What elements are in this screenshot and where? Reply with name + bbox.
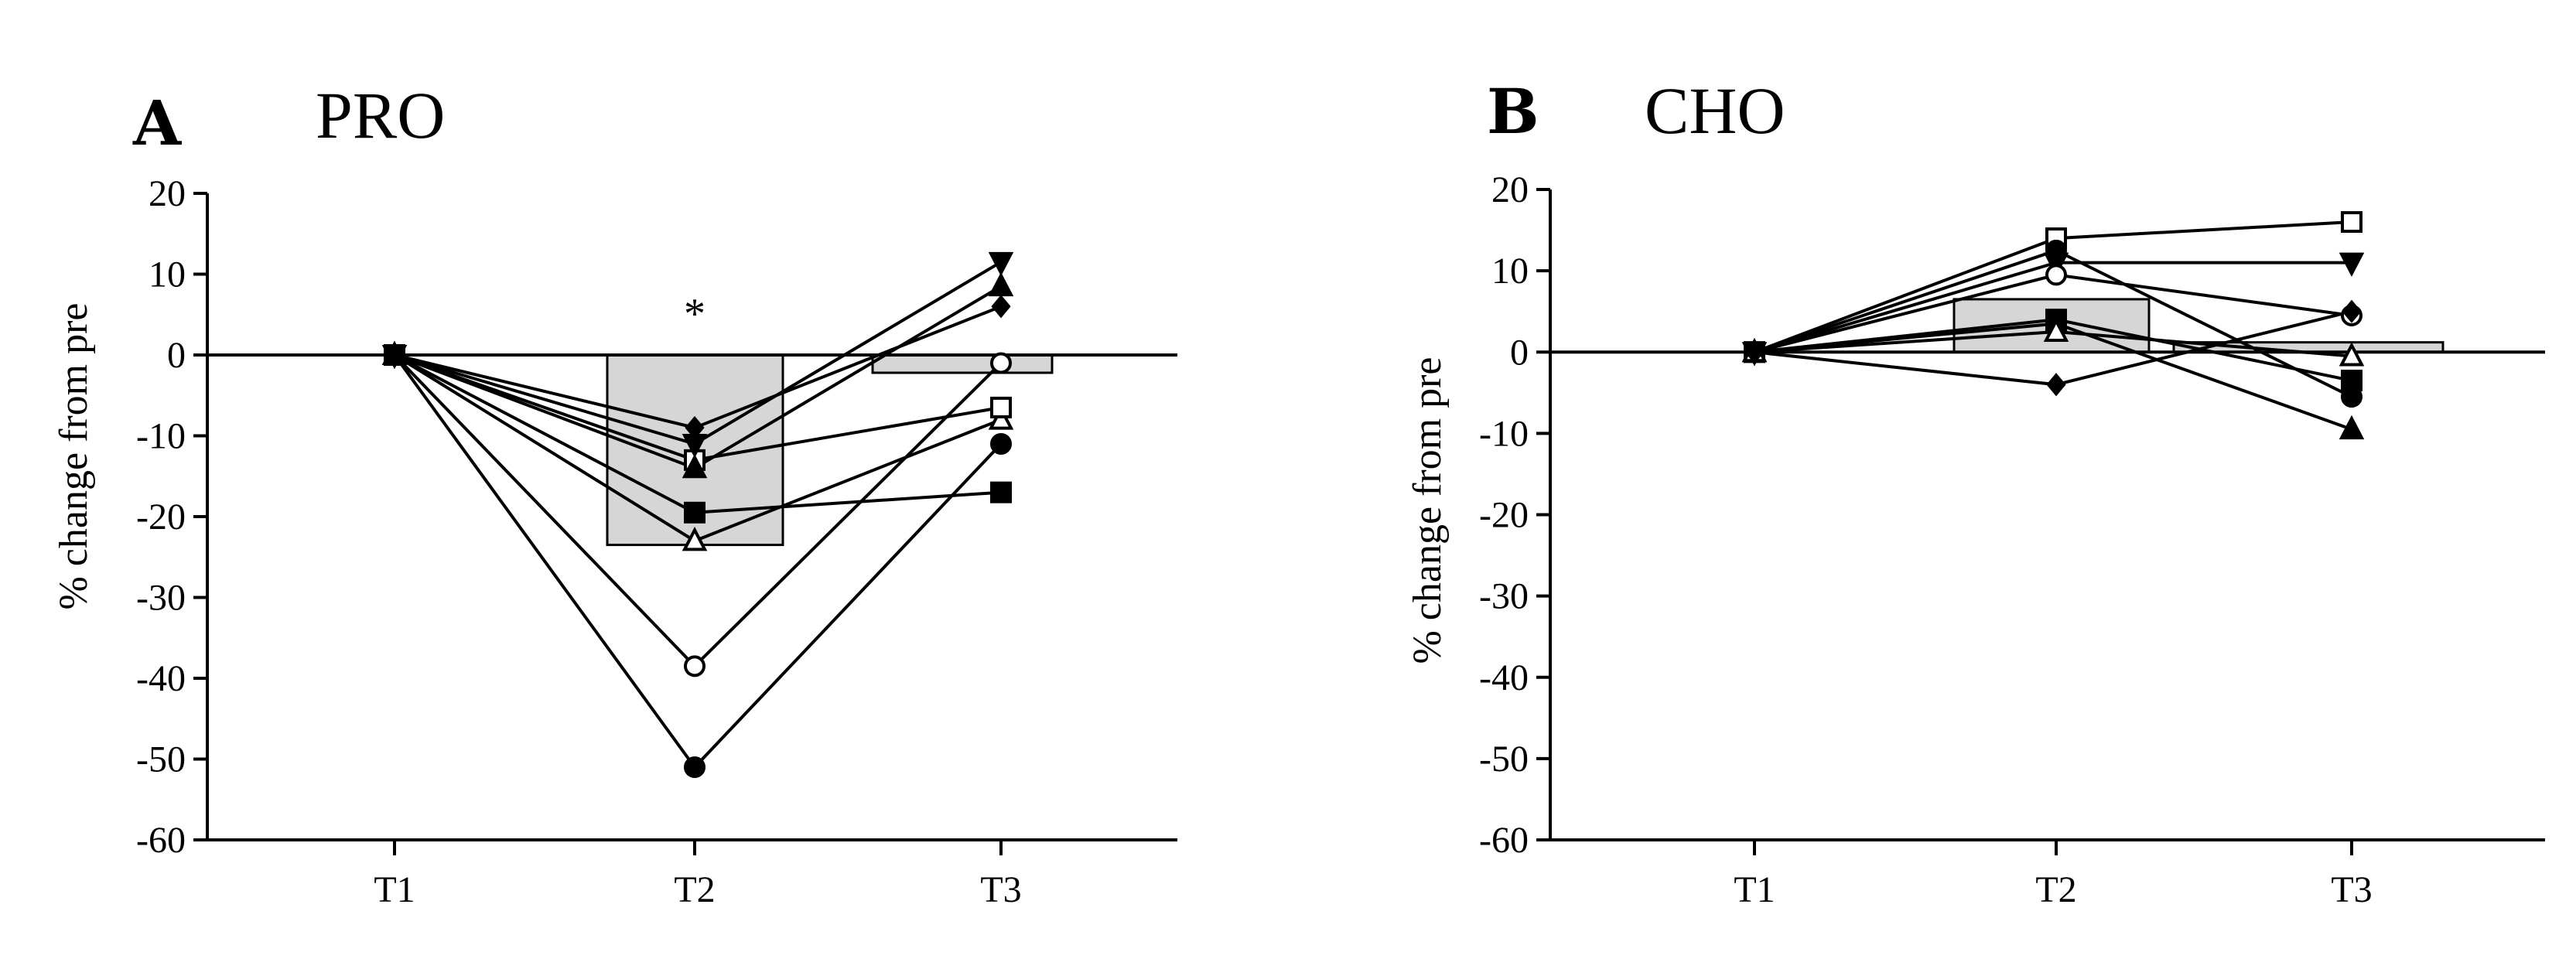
- panel-a-y-axis-label: % change from pre: [52, 302, 96, 609]
- y-tick-label: -20: [136, 497, 186, 538]
- marker-filled-circle-t2: [684, 756, 705, 778]
- panel-b-y-axis-label: % change from pre: [1406, 357, 1450, 664]
- y-tick-label: 10: [1491, 251, 1529, 292]
- marker-open-square-t3: [990, 396, 1012, 418]
- marker-filled-triangle-up-t3: [988, 271, 1014, 297]
- x-tick-label-t2: T2: [2035, 869, 2076, 910]
- marker-filled-diamond-t3: [2342, 299, 2362, 323]
- marker-filled-triangle-down-t3: [2339, 252, 2365, 277]
- y-tick-label: -40: [136, 658, 186, 699]
- significance-asterisk: *: [684, 290, 705, 338]
- panel-b-title: CHO: [1645, 73, 1785, 148]
- y-tick-label: 0: [1510, 332, 1529, 373]
- marker-open-circle-t3: [990, 352, 1012, 374]
- panel-a-title: PRO: [316, 78, 445, 152]
- marker-open-circle-t2: [2045, 264, 2067, 286]
- panel-a-x-ticks: T1 T2 T3: [374, 840, 1022, 910]
- panel-b: B CHO % change from pre 20 10 0 -10 -20 -30 -4…: [1406, 73, 2545, 910]
- panel-b-series-markers: [1741, 211, 2365, 440]
- y-tick-label: -60: [1479, 820, 1529, 861]
- panel-b-letter: B: [1487, 75, 1539, 148]
- x-tick-label-t3: T3: [2331, 869, 2372, 910]
- panel-a: A PRO % change from pre 20 10 0 -10 -20 -30 -4…: [52, 78, 1177, 910]
- marker-filled-diamond-t1: [1744, 340, 1765, 364]
- mean-bar-t3: [871, 353, 1054, 374]
- panel-b-y-ticks: 20 10 0 -10 -20 -30 -40 -50 -60: [1479, 169, 1550, 861]
- marker-filled-triangle-down-t2: [2043, 252, 2069, 277]
- y-tick-label: 10: [149, 254, 186, 295]
- panel-a-y-ticks: 20 10 0 -10 -20 -30 -40 -50 -60: [136, 173, 207, 861]
- marker-open-triangle-t3: [2339, 342, 2365, 367]
- marker-filled-diamond-t2: [2046, 373, 2066, 397]
- panel-a-annotations: *: [684, 290, 705, 338]
- panel-a-mean-bars: [606, 353, 1054, 547]
- y-tick-label: 20: [1491, 169, 1529, 210]
- marker-open-circle-t2: [684, 655, 705, 677]
- y-tick-label: 20: [149, 173, 186, 214]
- y-tick-label: -60: [136, 820, 186, 861]
- marker-filled-square-t3: [990, 481, 1012, 503]
- marker-filled-square-t2: [684, 501, 705, 524]
- y-tick-label: -20: [1479, 495, 1529, 536]
- marker-open-triangle-t2: [682, 527, 708, 551]
- marker-filled-triangle-down-t3: [988, 251, 1014, 277]
- y-tick-label: -30: [136, 578, 186, 619]
- panel-b-x-ticks: T1 T2 T3: [1734, 840, 2373, 910]
- x-tick-label-t3: T3: [980, 869, 1021, 910]
- y-tick-label: -40: [1479, 657, 1529, 698]
- y-tick-label: -10: [1479, 413, 1529, 454]
- marker-filled-square-t3: [2341, 370, 2362, 392]
- marker-filled-diamond-t3: [991, 295, 1011, 319]
- x-tick-label-t1: T1: [1734, 869, 1775, 910]
- marker-open-triangle-t3: [988, 405, 1014, 430]
- marker-filled-diamond-t2: [685, 415, 705, 440]
- marker-open-square-t3: [2341, 211, 2362, 234]
- marker-filled-triangle-up-t2: [682, 453, 708, 479]
- marker-filled-triangle-up-t3: [2339, 415, 2365, 440]
- x-tick-label-t2: T2: [674, 869, 715, 910]
- marker-filled-circle-t3: [990, 432, 1012, 455]
- panel-a-letter: A: [132, 87, 182, 159]
- y-tick-label: -50: [1479, 739, 1529, 780]
- marker-open-triangle-t2: [2043, 317, 2069, 342]
- y-tick-label: -10: [136, 416, 186, 457]
- panel-a-series-markers: [381, 251, 1014, 778]
- y-tick-label: 0: [167, 335, 186, 376]
- x-tick-label-t1: T1: [374, 869, 415, 910]
- y-tick-label: -30: [1479, 576, 1529, 617]
- marker-filled-diamond-t1: [384, 343, 405, 367]
- y-tick-label: -50: [136, 739, 186, 780]
